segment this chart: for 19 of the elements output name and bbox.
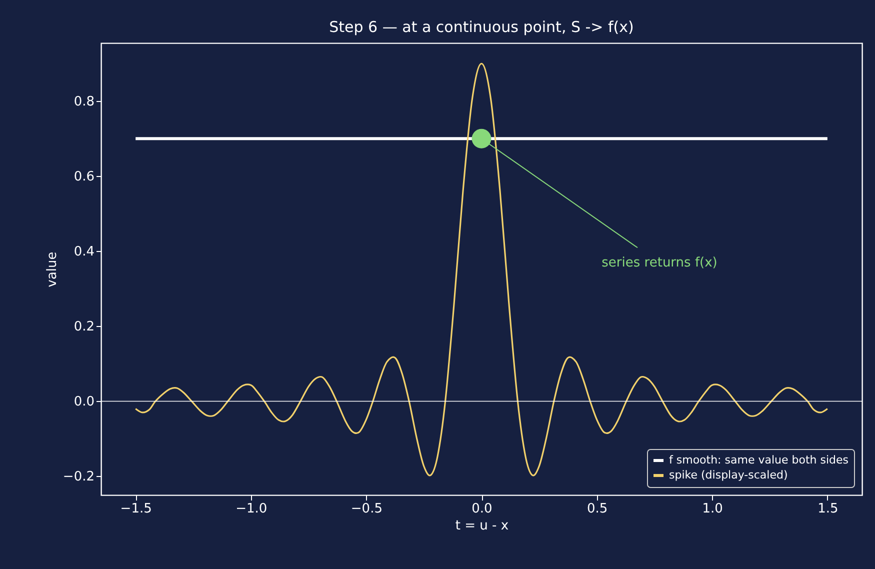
annotation: series returns f(x) <box>602 256 718 271</box>
x-tick-label: 1.5 <box>818 502 838 516</box>
legend-label: f smooth: same value both sides <box>669 454 849 466</box>
x-tick-label: −1.0 <box>236 502 268 516</box>
x-tick-label: 0.0 <box>472 502 492 516</box>
y-axis-title: value <box>44 252 60 288</box>
y-tick-label: 0.2 <box>74 320 94 335</box>
y-tick-label: −0.2 <box>62 470 94 485</box>
x-tick-label: −1.5 <box>120 502 152 516</box>
x-tick-label: 0.5 <box>586 502 608 516</box>
chart-title: Step 6 — at a continuous point, S -> f(x) <box>329 18 634 36</box>
legend-label: spike (display-scaled) <box>669 468 788 482</box>
y-tick-label: 0.8 <box>74 94 94 110</box>
x-axis-title: t = u - x <box>455 518 509 534</box>
y-tick-label: 0.6 <box>74 170 94 185</box>
x-tick-label: −0.5 <box>350 502 382 516</box>
y-tick-label: 0.0 <box>74 394 94 410</box>
x-tick-label: 1.0 <box>702 502 723 516</box>
y-tick-label: 0.4 <box>74 244 94 260</box>
